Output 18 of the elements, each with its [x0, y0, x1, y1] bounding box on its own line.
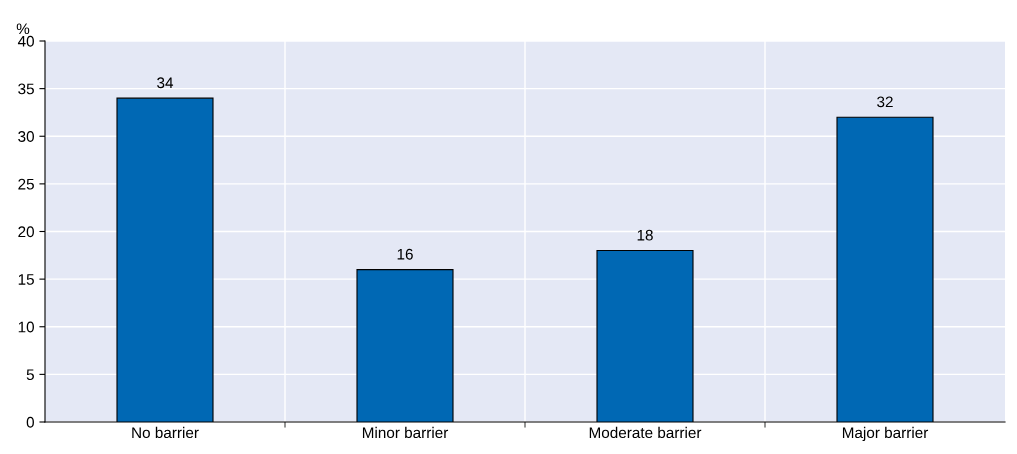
- y-tick-label: 5: [26, 369, 34, 381]
- y-tick-label: 40: [17, 35, 34, 47]
- y-tick-label: 15: [18, 274, 34, 285]
- data-label: 34: [157, 77, 174, 89]
- x-tick-label: Moderate barrier: [589, 426, 702, 439]
- y-tick-label: 35: [18, 83, 34, 95]
- x-tick-label: No barrier: [132, 426, 199, 439]
- y-tick-label: 20: [18, 226, 34, 238]
- data-label: 32: [877, 96, 893, 108]
- y-axis-title: %: [16, 23, 30, 35]
- x-tick-label: Minor barrier: [362, 426, 449, 439]
- data-label: 18: [637, 229, 653, 241]
- y-tick-label: 0: [26, 416, 34, 428]
- y-tick-label: 10: [18, 321, 34, 333]
- data-label: 16: [397, 248, 413, 260]
- x-tick-label: Major barrier: [842, 426, 929, 442]
- y-tick-label: 25: [18, 178, 34, 190]
- y-tick-label: 30: [18, 131, 34, 142]
